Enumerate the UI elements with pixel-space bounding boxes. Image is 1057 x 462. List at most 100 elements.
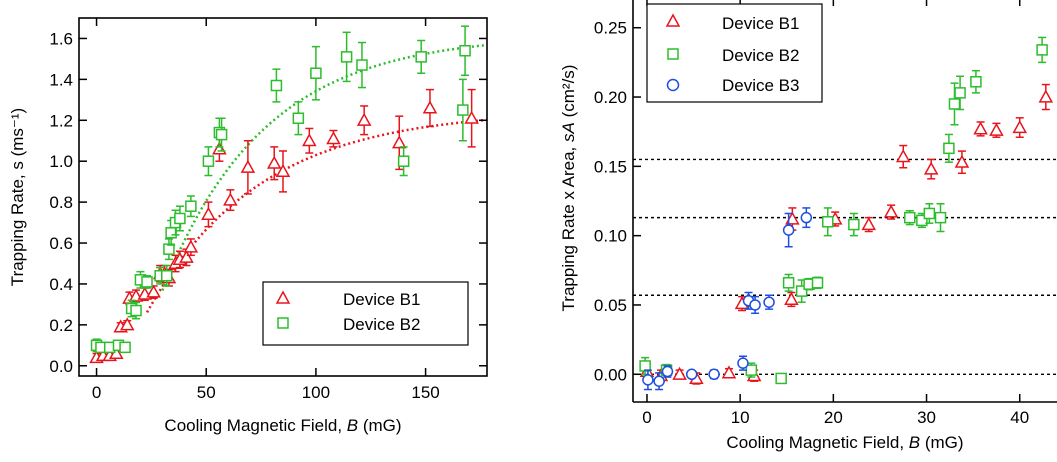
legend-triangle-icon bbox=[665, 13, 681, 27]
data-point bbox=[464, 110, 479, 124]
data-point bbox=[848, 218, 860, 231]
data-point bbox=[391, 135, 407, 149]
y-tick-label: 0.4 bbox=[49, 275, 73, 294]
data-point bbox=[302, 133, 317, 147]
y-tick-label: 0.05 bbox=[594, 296, 627, 315]
data-point bbox=[970, 76, 982, 88]
left-fit-curves bbox=[145, 43, 487, 314]
right-y-axis-label: Trapping Rate x Area, sA (cm²/s) bbox=[559, 65, 578, 312]
data-point bbox=[737, 357, 749, 369]
y-tick-label: 0.20 bbox=[594, 88, 627, 107]
data-point bbox=[954, 154, 970, 168]
data-point bbox=[183, 239, 199, 253]
data-point bbox=[763, 296, 775, 308]
right-data-points bbox=[639, 36, 1054, 391]
data-point bbox=[775, 372, 787, 385]
right-legend-item-b3: Device B3 bbox=[666, 76, 799, 95]
data-point bbox=[916, 214, 928, 227]
data-point bbox=[415, 51, 427, 63]
legend-square-icon bbox=[667, 48, 679, 60]
right-x-axis-label: Cooling Magnetic Field, B (mG) bbox=[726, 433, 963, 452]
data-point bbox=[266, 155, 282, 169]
data-point bbox=[459, 44, 471, 57]
y-tick-label: 0.25 bbox=[594, 19, 627, 38]
right-y-axis-ticks: 0.00 0.05 0.10 0.15 0.20 0.25 bbox=[594, 19, 641, 384]
data-point bbox=[934, 211, 947, 224]
data-point bbox=[356, 59, 368, 71]
data-point bbox=[397, 155, 410, 167]
data-point bbox=[119, 317, 135, 331]
right-x-axis-ticks: 0 10 20 30 40 bbox=[642, 394, 1029, 427]
data-point bbox=[721, 365, 737, 379]
data-point bbox=[904, 211, 916, 224]
x-tick-label: 10 bbox=[731, 408, 750, 427]
right-legend-label: Device B2 bbox=[722, 46, 799, 65]
data-point bbox=[861, 217, 877, 231]
data-point bbox=[1012, 119, 1027, 134]
left-y-axis-label: Trapping Rate, s (ms⁻¹) bbox=[8, 108, 27, 286]
data-point bbox=[708, 368, 720, 381]
legend-square-icon bbox=[277, 317, 289, 329]
data-point bbox=[895, 149, 911, 163]
data-point bbox=[215, 128, 228, 141]
data-point bbox=[130, 304, 142, 317]
y-tick-label: 0.10 bbox=[594, 227, 627, 246]
data-point bbox=[356, 112, 372, 126]
data-point bbox=[326, 131, 341, 145]
left-legend-label: Device B2 bbox=[343, 315, 420, 334]
data-point bbox=[422, 100, 438, 114]
data-point bbox=[749, 299, 761, 311]
left-x-axis-label: Cooling Magnetic Field, B (mG) bbox=[164, 416, 401, 435]
data-point bbox=[672, 366, 687, 380]
data-point bbox=[201, 206, 216, 220]
data-point bbox=[141, 276, 153, 288]
fit-curve bbox=[161, 43, 487, 291]
right-legend-item-b1: Device B1 bbox=[665, 13, 799, 33]
data-point bbox=[639, 360, 651, 372]
data-point bbox=[685, 368, 698, 381]
left-legend-label: Device B1 bbox=[343, 290, 420, 309]
right-reference-lines bbox=[633, 158, 1057, 375]
data-point bbox=[948, 98, 961, 110]
data-point bbox=[745, 364, 758, 376]
left-x-axis-ticks: 0 50 100 150 bbox=[92, 18, 440, 402]
right-legend-label: Device B1 bbox=[722, 14, 799, 33]
y-tick-label: 0.15 bbox=[594, 157, 627, 176]
left-legend-item-b2: Device B2 bbox=[277, 315, 420, 334]
data-point bbox=[340, 51, 353, 63]
legend-triangle-icon bbox=[275, 290, 291, 304]
data-point bbox=[179, 249, 194, 263]
x-tick-label: 150 bbox=[411, 383, 439, 402]
data-point bbox=[185, 200, 197, 212]
data-point bbox=[795, 285, 808, 297]
y-tick-label: 0.0 bbox=[49, 357, 73, 376]
data-point bbox=[973, 121, 988, 135]
data-point bbox=[822, 216, 834, 228]
data-point bbox=[174, 212, 186, 225]
left-legend-item-b1: Device B1 bbox=[275, 290, 420, 309]
data-point bbox=[653, 375, 665, 387]
data-point bbox=[270, 79, 283, 92]
left-y-axis-ticks: 0.0 0.2 0.4 0.6 0.8 1.0 1.2 1.4 1.6 bbox=[49, 29, 487, 376]
data-point bbox=[661, 365, 674, 378]
right-legend-item-b2: Device B2 bbox=[667, 46, 799, 65]
data-point bbox=[165, 227, 177, 239]
data-point bbox=[202, 155, 215, 167]
x-tick-label: 20 bbox=[824, 408, 843, 427]
legend-circle-icon bbox=[666, 78, 680, 92]
data-point bbox=[943, 142, 955, 155]
data-point bbox=[782, 277, 795, 289]
data-point bbox=[642, 374, 654, 386]
fit-curve bbox=[145, 118, 487, 314]
y-tick-label: 1.0 bbox=[49, 152, 73, 171]
left-plot-frame bbox=[78, 17, 488, 377]
data-point bbox=[811, 277, 824, 289]
x-tick-label: 0 bbox=[92, 383, 101, 402]
data-point bbox=[800, 211, 813, 224]
data-point bbox=[1038, 89, 1054, 103]
y-tick-label: 1.6 bbox=[49, 29, 73, 48]
y-tick-label: 0.2 bbox=[49, 316, 73, 335]
left-legend: Device B1 Device B2 bbox=[262, 281, 469, 346]
data-point bbox=[1036, 44, 1048, 56]
